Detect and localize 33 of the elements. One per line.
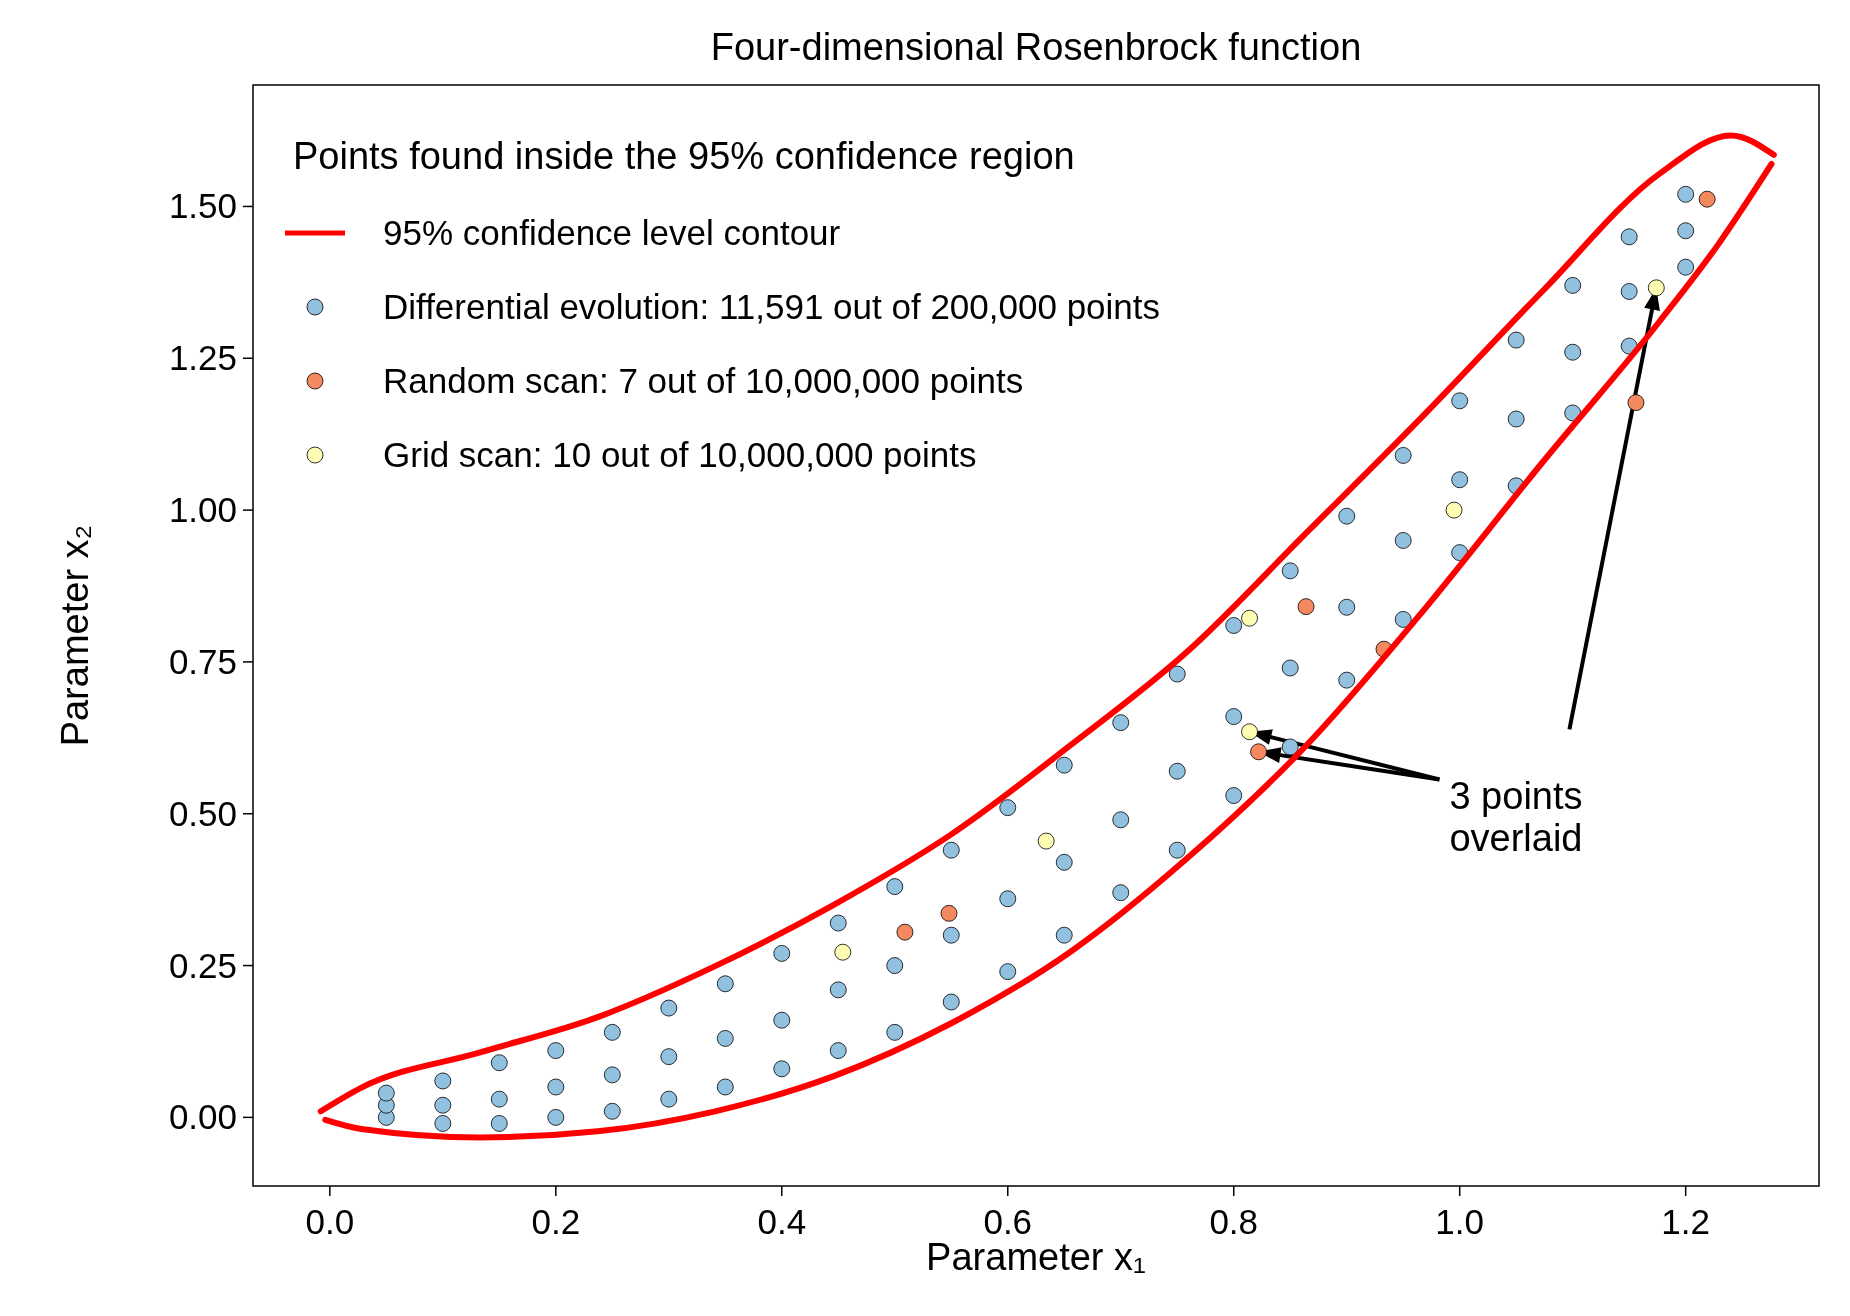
point	[1647, 279, 1665, 297]
y-tick-label: 1.00	[168, 490, 237, 530]
point	[1445, 501, 1463, 519]
y-tick-label: 0.25	[168, 945, 237, 985]
chart-title: Four-dimensional Rosenbrock function	[710, 26, 1362, 68]
y-axis-title: Parameter x₂	[54, 524, 96, 747]
point	[1627, 394, 1645, 412]
legend-label: Differential evolution: 11,591 out of 200,000 points	[383, 287, 1161, 326]
legend-label: Random scan: 7 out of 10,000,000 points	[383, 361, 1024, 400]
point	[1241, 609, 1258, 627]
legend-title: Points found inside the 95% confidence region	[293, 135, 1075, 177]
x-tick-label: 0.2	[531, 1202, 581, 1241]
legend-label: Grid scan: 10 out of 10,000,000 points	[383, 435, 977, 474]
x-tick-label: 1.0	[1435, 1202, 1485, 1241]
y-tick-label: 0.00	[168, 1097, 237, 1137]
point	[940, 904, 958, 922]
x-tick-label: 1.2	[1661, 1202, 1710, 1241]
point	[1241, 723, 1258, 741]
point	[896, 923, 914, 941]
point	[1037, 832, 1055, 850]
x-tick-label: 0.4	[757, 1202, 807, 1241]
point	[1250, 743, 1267, 761]
point	[1297, 598, 1315, 616]
legend-label: 95% confidence level contour	[383, 213, 841, 252]
annotation: 3 points overlaid	[1449, 775, 1583, 860]
point	[1698, 190, 1716, 208]
y-tick-label: 1.50	[168, 186, 237, 226]
x-tick-label: 0.0	[305, 1202, 355, 1241]
y-tick-label: 0.50	[168, 793, 237, 833]
y-tick-label: 1.25	[168, 338, 237, 378]
y-tick-label: 0.75	[168, 641, 237, 681]
x-tick-label: 0.8	[1209, 1202, 1259, 1241]
point	[834, 943, 852, 961]
